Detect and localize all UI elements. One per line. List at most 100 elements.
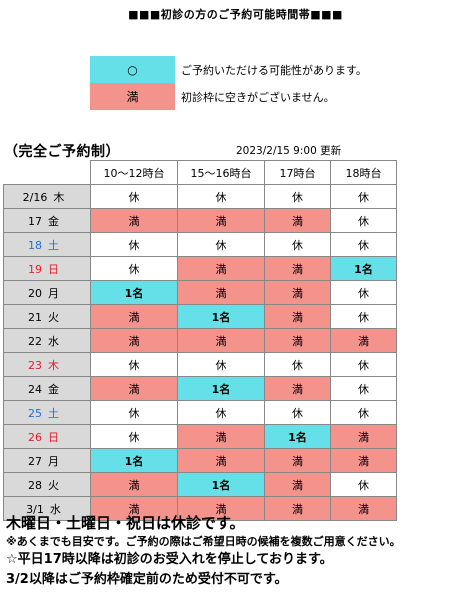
status-cell-full: 満: [264, 496, 331, 521]
date-cell: 28 火: [3, 472, 91, 497]
status-cell-full: 満: [177, 208, 265, 233]
column-header: 10〜12時台: [90, 160, 178, 185]
schedule-row: 21 火満 1名満休: [3, 304, 397, 329]
status-cell-available: 1名: [177, 472, 265, 497]
status-cell-available: 1名: [90, 280, 178, 305]
weekday-label: 木: [48, 358, 59, 372]
date-label: 26: [28, 430, 42, 444]
notes: 木曜日・土曜日・祝日は休診です。 ※あくまでも目安です。ご予約の際はご希望日時の…: [6, 514, 471, 590]
status-cell-full: 満: [90, 376, 178, 401]
legend-swatch-full: 満: [90, 83, 175, 110]
schedule-row: 24 金満 1名満休: [3, 376, 397, 401]
schedule-row: 25 土休休休休: [3, 400, 397, 425]
schedule-body: 2/16 木休休休休 17 金満満満休 18 土休休休休 19 日休満満 1名 20 月 1名満満休 2…: [3, 184, 397, 521]
date-cell: 22 水: [3, 328, 91, 353]
status-cell-full: 満: [177, 328, 265, 353]
date-label: 17: [28, 214, 42, 228]
schedule-row: 28 火満 1名満休: [3, 472, 397, 497]
date-cell: 21 火: [3, 304, 91, 329]
schedule-row: 22 水満満満満: [3, 328, 397, 353]
status-cell-closed: 休: [90, 232, 178, 257]
weekday-label: 日: [48, 262, 59, 276]
date-label: 24: [28, 382, 42, 396]
weekday-label: 金: [48, 382, 59, 396]
status-cell-full: 満: [264, 448, 331, 473]
updated-timestamp: 2023/2/15 9:00 更新: [236, 145, 342, 157]
status-cell-closed: 休: [264, 400, 331, 425]
weekday-label: 水: [49, 502, 61, 516]
note-future-dates: 3/2以降はご予約枠確定前のため受付不可です。: [6, 572, 288, 587]
status-cell-available: 1名: [264, 424, 331, 449]
status-cell-full: 満: [264, 256, 331, 281]
status-cell-full: 満: [330, 496, 397, 521]
page-title: ■■■初診の方のご予約可能時間帯■■■: [128, 8, 343, 21]
status-cell-full: 満: [177, 448, 265, 473]
header-corner: [3, 160, 91, 185]
date-label: 20: [28, 286, 42, 300]
reservation-system-label: （完全ご予約制）: [4, 144, 120, 160]
date-cell: 19 日: [3, 256, 91, 281]
date-label: 19: [28, 262, 42, 276]
status-cell-full: 満: [264, 280, 331, 305]
status-cell-closed: 休: [330, 352, 397, 377]
status-cell-closed: 休: [90, 184, 178, 209]
legend-label-available: ご予約いただける可能性があります。: [181, 63, 367, 77]
status-cell-closed: 休: [177, 352, 265, 377]
weekday-label: 月: [48, 286, 59, 300]
status-cell-closed: 休: [90, 400, 178, 425]
status-cell-full: 満: [264, 376, 331, 401]
date-label: 3/1: [26, 502, 44, 516]
status-cell-full: 満: [90, 328, 178, 353]
status-cell-closed: 休: [90, 256, 178, 281]
date-label: 23: [28, 358, 42, 372]
status-cell-closed: 休: [264, 232, 331, 257]
weekday-label: 木: [53, 190, 65, 204]
weekday-label: 金: [48, 214, 59, 228]
date-label: 18: [28, 238, 42, 252]
weekday-label: 土: [48, 406, 59, 420]
date-cell: 24 金: [3, 376, 91, 401]
schedule-row: 2/16 木休休休休: [3, 184, 397, 209]
status-cell-full: 満: [90, 472, 178, 497]
date-cell: 2/16 木: [3, 184, 91, 209]
status-cell-full: 満: [177, 496, 265, 521]
weekday-label: 土: [48, 238, 59, 252]
status-cell-available: 1名: [330, 256, 397, 281]
date-label: 21: [28, 310, 42, 324]
column-header: 18時台: [330, 160, 397, 185]
status-cell-full: 満: [264, 472, 331, 497]
legend-label-full: 初診枠に空きがございません。: [181, 90, 335, 104]
status-cell-full: 満: [90, 304, 178, 329]
status-cell-closed: 休: [330, 208, 397, 233]
schedule-row: 23 木休休休休: [3, 352, 397, 377]
status-cell-closed: 休: [330, 184, 397, 209]
schedule-row: 17 金満満満休: [3, 208, 397, 233]
column-header: 15〜16時台: [177, 160, 265, 185]
weekday-label: 水: [48, 334, 59, 348]
status-cell-full: 満: [330, 424, 397, 449]
status-cell-closed: 休: [177, 184, 265, 209]
schedule-row: 18 土休休休休: [3, 232, 397, 257]
weekday-label: 月: [48, 454, 59, 468]
schedule-row: 20 月 1名満満休: [3, 280, 397, 305]
schedule-row: 19 日休満満 1名: [3, 256, 397, 281]
status-cell-available: 1名: [177, 376, 265, 401]
weekday-label: 火: [48, 478, 59, 492]
date-label: 22: [28, 334, 42, 348]
weekday-label: 火: [48, 310, 59, 324]
status-cell-full: 満: [264, 208, 331, 233]
schedule-table: 10〜12時台 15〜16時台 17時台 18時台 2/16 木休休休休 17 金満満…: [3, 160, 397, 521]
note-guideline: ※あくまでも目安です。ご予約の際はご希望日時の候補を複数ご用意ください。: [6, 535, 401, 548]
status-cell-closed: 休: [177, 232, 265, 257]
date-label: 27: [28, 454, 42, 468]
note-closed-days: 木曜日・土曜日・祝日は休診です。: [6, 514, 245, 532]
status-cell-full: 満: [330, 448, 397, 473]
status-cell-closed: 休: [330, 400, 397, 425]
date-cell: 23 木: [3, 352, 91, 377]
date-cell: 25 土: [3, 400, 91, 425]
legend-item-available: ○ ご予約いただける可能性があります。: [90, 56, 367, 83]
date-cell: 20 月: [3, 280, 91, 305]
status-cell-full: 満: [90, 208, 178, 233]
date-cell: 26 日: [3, 424, 91, 449]
date-label: 25: [28, 406, 42, 420]
